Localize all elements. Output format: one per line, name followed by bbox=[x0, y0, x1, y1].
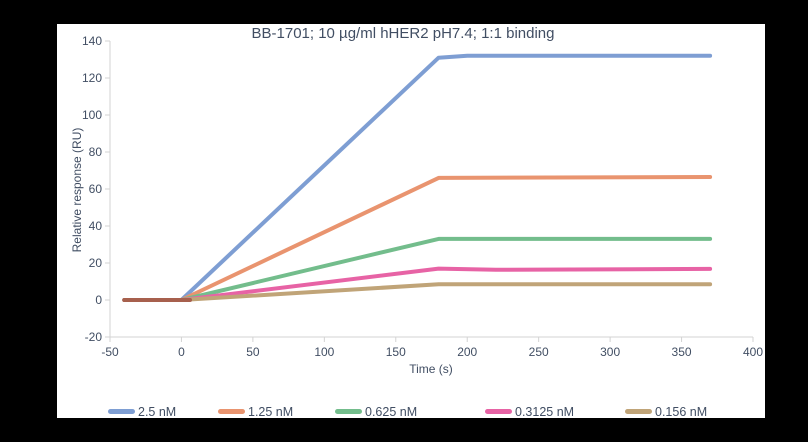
y-tick-label: 0 bbox=[95, 293, 102, 307]
y-tick-label: -20 bbox=[85, 330, 103, 344]
y-tick-label: 120 bbox=[82, 71, 102, 85]
x-tick-label: 200 bbox=[457, 345, 477, 359]
y-tick-label: 40 bbox=[89, 219, 103, 233]
x-tick-label: 250 bbox=[529, 345, 549, 359]
chart-title: BB-1701; 10 µg/ml hHER2 pH7.4; 1:1 bindi… bbox=[251, 25, 555, 42]
y-tick-label: 20 bbox=[89, 256, 103, 270]
x-tick-label: 400 bbox=[743, 345, 763, 359]
x-tick-label: 300 bbox=[600, 345, 620, 359]
y-tick-label: 80 bbox=[89, 145, 103, 159]
chart-area: BB-1701; 10 µg/ml hHER2 pH7.4; 1:1 bindi… bbox=[57, 24, 765, 418]
x-tick-label: -50 bbox=[101, 345, 119, 359]
x-tick-label: 350 bbox=[672, 345, 692, 359]
x-tick-label: 150 bbox=[386, 345, 406, 359]
y-tick-label: 100 bbox=[82, 108, 102, 122]
x-tick-label: 0 bbox=[178, 345, 185, 359]
x-tick-label: 100 bbox=[314, 345, 334, 359]
x-tick-label: 50 bbox=[246, 345, 260, 359]
y-tick-label: 60 bbox=[89, 182, 103, 196]
x-axis-title: Time (s) bbox=[409, 362, 453, 376]
y-tick-label: 140 bbox=[82, 34, 102, 48]
plot-svg: -20 0 20 40 60 80 100 120 140 -50 0 50 100 150 200 250 3… bbox=[82, 34, 763, 359]
